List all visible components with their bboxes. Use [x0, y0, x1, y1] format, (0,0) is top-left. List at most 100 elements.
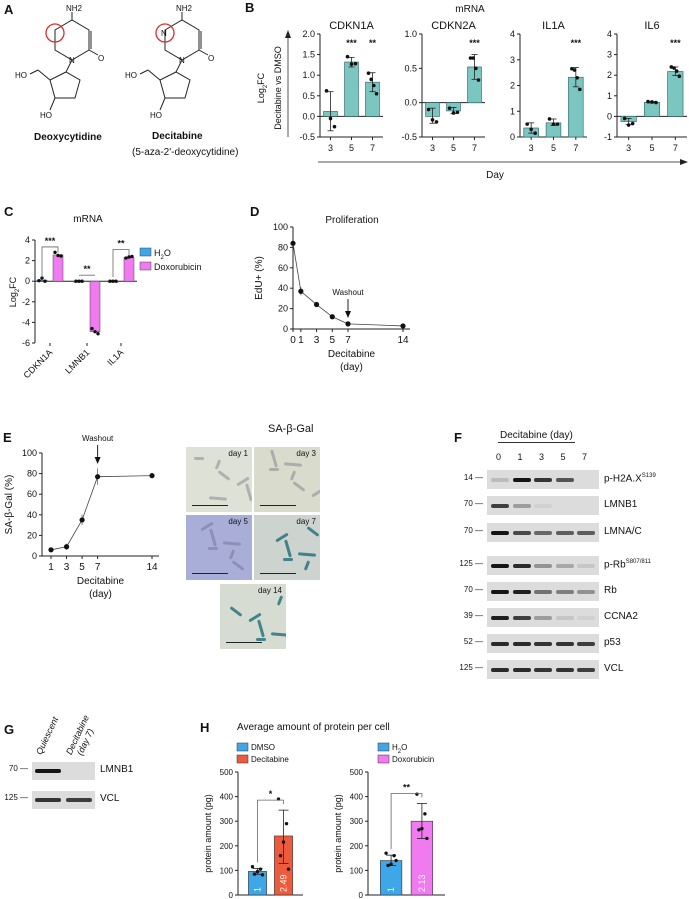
y-tick-label: 0	[607, 111, 612, 121]
y-axis-label: protein amount (pg)	[203, 794, 213, 873]
molecule-name-deoxycytidine: Deoxycytidine	[34, 132, 102, 143]
y-axis-label-line2: Decitabine vs DMSO	[273, 46, 283, 130]
y-tick-label: 400	[350, 793, 364, 802]
cell-shape	[231, 560, 245, 571]
blot-band	[534, 589, 552, 594]
blot-strip-lmnb1	[487, 496, 599, 515]
x-tick-label: 7	[472, 143, 477, 153]
data-point	[345, 54, 350, 59]
legend-label: Decitabine	[251, 755, 289, 764]
fold-change-label: 2.13	[417, 874, 427, 892]
y-tick-label: 100	[273, 222, 288, 232]
data-point	[425, 836, 429, 841]
significance-label: ***	[670, 38, 681, 48]
data-point	[43, 279, 47, 283]
legend-label: DMSO	[251, 743, 275, 752]
molecular-weight-marker: 39 —	[463, 610, 483, 620]
micrograph-day-3: day 3	[254, 447, 320, 512]
cell-shape	[222, 541, 242, 546]
significance-label: *	[269, 789, 273, 799]
legend-label: H2O	[392, 743, 407, 755]
x-tick-label: 5	[79, 562, 85, 573]
scale-bar	[192, 573, 228, 574]
y-tick-label: 0	[510, 132, 515, 142]
bar	[89, 280, 101, 332]
cell-shape	[229, 606, 243, 617]
blot-band	[577, 667, 595, 672]
data-point	[258, 867, 263, 871]
data-point	[95, 474, 101, 480]
data-point	[455, 110, 460, 115]
micrograph-title: SA-β-Gal	[268, 423, 314, 435]
x-tick-label: 5	[551, 143, 556, 153]
blot-band	[534, 530, 552, 535]
cell-shape	[289, 470, 297, 481]
fold-change-label: 1	[386, 887, 396, 892]
blot-band	[491, 641, 509, 646]
blot-band	[577, 530, 595, 535]
blot-band	[555, 589, 574, 594]
washout-label: Washout	[332, 288, 364, 297]
y-tick-label: 4	[607, 29, 612, 39]
data-point	[53, 250, 57, 255]
blot-label: LMNA/C	[604, 525, 642, 537]
significance-bracket	[41, 246, 59, 278]
blot-band	[491, 477, 509, 482]
decitabine-structure	[139, 12, 209, 111]
blot-band	[491, 563, 509, 568]
cell-shape	[214, 459, 222, 470]
molecular-weight-marker: 70 —	[463, 584, 483, 594]
data-point	[130, 254, 134, 259]
y-tick-label: 20	[278, 304, 288, 314]
cell-shape	[303, 560, 311, 571]
blot-header: Decitabine (day)	[498, 430, 575, 443]
scale-bar	[226, 642, 262, 643]
y-tick-label: 60	[27, 489, 37, 499]
significance-label: ***	[346, 38, 357, 48]
significance-label: **	[117, 239, 125, 249]
cell-shape	[283, 462, 303, 467]
data-point	[392, 853, 396, 858]
legend-swatch	[139, 247, 152, 257]
x-tick-label: 3	[430, 143, 435, 153]
panel-letter-f: F	[454, 430, 462, 445]
data-point	[578, 87, 582, 92]
data-point	[324, 89, 329, 93]
blot-band	[534, 477, 552, 482]
x-tick-label: 7	[95, 562, 101, 573]
y-tick-label: 2.0	[302, 29, 315, 39]
data-point	[451, 111, 456, 115]
blot-strip-p53	[487, 634, 599, 653]
y-tick-label: 80	[27, 469, 37, 479]
scale-bar	[260, 573, 296, 574]
legend-label: Doxorubicin	[392, 755, 434, 764]
data-point	[108, 279, 112, 283]
panel-letter-b: B	[245, 0, 255, 15]
blot-band	[66, 798, 92, 802]
y-tick-label: 300	[220, 817, 234, 826]
blot-band	[555, 667, 574, 672]
cell-shape	[269, 468, 279, 471]
atom-n5: N	[161, 29, 167, 38]
cell-shape	[217, 470, 231, 481]
x-tick-label: 5	[451, 143, 456, 153]
blot-band	[512, 477, 531, 482]
y-tick-label: 2	[510, 81, 515, 91]
data-point	[372, 83, 376, 88]
y-tick-label: 1.5	[302, 50, 315, 60]
data-point	[417, 828, 421, 832]
data-point	[570, 66, 574, 71]
blot-label: p-RbS807/811	[604, 558, 651, 570]
data-point	[298, 288, 304, 294]
x-tick-label: 0	[290, 335, 296, 346]
cell-shape	[292, 481, 306, 492]
y-tick-label: 0	[32, 551, 37, 561]
data-point	[650, 100, 654, 104]
y-tick-label: 4	[25, 235, 30, 245]
cell-shape	[306, 526, 320, 537]
data-point	[329, 314, 335, 320]
blot-band	[512, 589, 531, 594]
blot-band	[577, 589, 595, 594]
molecular-weight-marker: 52 —	[463, 636, 483, 646]
x-tick-label: CDKN1A	[22, 347, 55, 380]
